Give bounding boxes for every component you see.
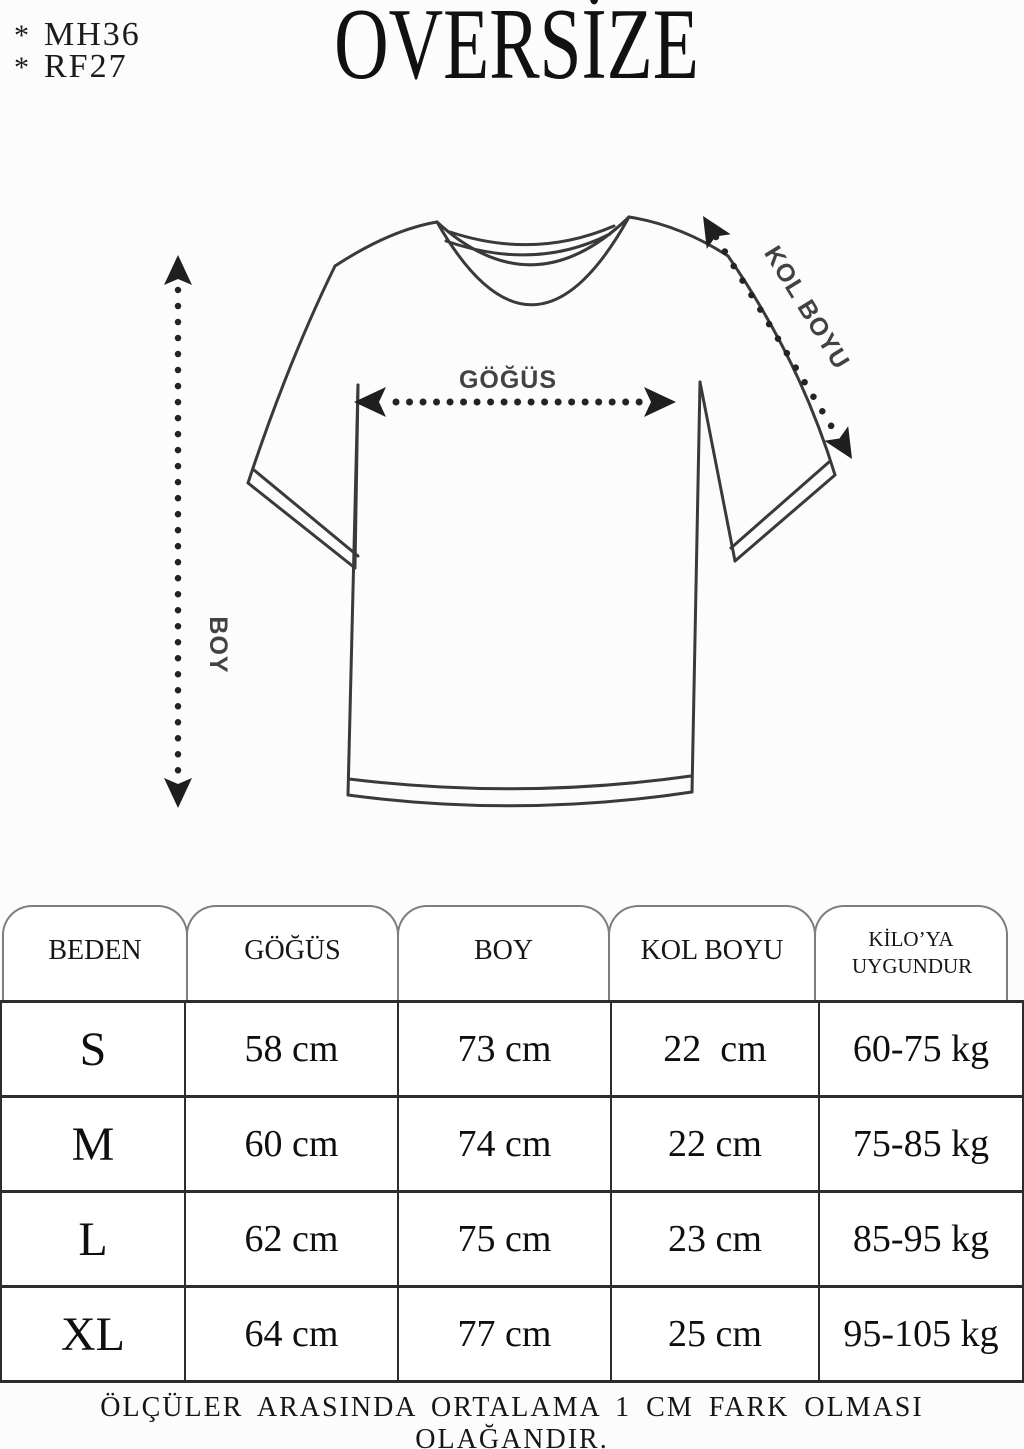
length-cell: 74 cm — [399, 1098, 612, 1190]
arrowhead-up-icon — [164, 255, 192, 285]
boy-length-arrow: BOY — [164, 255, 232, 808]
chest-cell: 60 cm — [186, 1098, 399, 1190]
arrowhead-right-icon — [644, 387, 676, 417]
asterisk-bullet: * — [14, 51, 29, 84]
column-header: BOY — [473, 934, 534, 966]
tshirt-measurement-diagram: BOY GÖĞÜS KOL BOYU — [164, 215, 855, 808]
weight-cell: 85-95 kg — [820, 1193, 1024, 1285]
sleeve-cell: 25 cm — [612, 1288, 820, 1380]
arrowhead-downright-icon — [824, 426, 852, 459]
chest-cell: 58 cm — [186, 1003, 399, 1095]
length-cell: 77 cm — [399, 1288, 612, 1380]
product-code-row: * MH36 — [14, 16, 141, 53]
column-header: GÖĞÜS — [244, 934, 341, 966]
product-code-row: * RF27 — [14, 48, 141, 85]
sleeve-cell: 22 cm — [612, 1003, 820, 1095]
header-tab-beden: BEDEN — [2, 905, 188, 1000]
table-row-l: L 62 cm 75 cm 23 cm 85-95 kg — [0, 1193, 1024, 1288]
column-header: KİLO’YA UYGUNDUR — [852, 927, 973, 978]
arrowhead-upleft-icon — [703, 216, 731, 249]
tshirt-outline — [246, 215, 837, 808]
weight-cell: 60-75 kg — [820, 1003, 1024, 1095]
length-cell: 73 cm — [399, 1003, 612, 1095]
sleeve-cell: 23 cm — [612, 1193, 820, 1285]
title-wrap: OVERSİZE — [8, 0, 1024, 98]
sleeve-cell: 22 cm — [612, 1098, 820, 1190]
table-row-xl: XL 64 cm 77 cm 25 cm 95-105 kg — [0, 1288, 1024, 1383]
table-row-m: M 60 cm 74 cm 22 cm 75-85 kg — [0, 1098, 1024, 1193]
table-row-s: S 58 cm 73 cm 22 cm 60-75 kg — [0, 1003, 1024, 1098]
size-cell: S — [0, 1003, 186, 1095]
chest-cell: 62 cm — [186, 1193, 399, 1285]
arrowhead-left-icon — [354, 387, 386, 417]
size-table-body: S 58 cm 73 cm 22 cm 60-75 kg M 60 cm 74 … — [0, 1003, 1024, 1383]
weight-cell: 75-85 kg — [820, 1098, 1024, 1190]
product-code: MH36 — [44, 16, 141, 53]
arrowhead-down-icon — [164, 778, 192, 808]
boy-label: BOY — [204, 616, 232, 673]
header-tab-boy: BOY — [397, 905, 610, 1000]
gogus-label: GÖĞÜS — [459, 365, 557, 394]
size-cell: M — [0, 1098, 186, 1190]
product-codes: * MH36 * RF27 — [14, 16, 141, 85]
header-tab-kol-boyu: KOL BOYU — [608, 905, 816, 1000]
page-title: OVERSİZE — [333, 0, 699, 101]
measurement-disclaimer: ÖLÇÜLER ARASINDA ORTALAMA 1 CM FARK OLMA… — [100, 1392, 924, 1449]
header-tab-kilo: KİLO’YA UYGUNDUR — [814, 905, 1008, 1000]
column-header: KOL BOYU — [640, 934, 784, 966]
size-table-header: BEDEN GÖĞÜS BOY KOL BOYU KİLO’YA UYGUNDU… — [0, 905, 1024, 1003]
chest-cell: 64 cm — [186, 1288, 399, 1380]
size-cell: L — [0, 1193, 186, 1285]
size-table: BEDEN GÖĞÜS BOY KOL BOYU KİLO’YA UYGUNDU… — [0, 905, 1024, 1383]
gogus-chest-arrow: GÖĞÜS — [354, 365, 676, 417]
size-cell: XL — [0, 1288, 186, 1380]
asterisk-bullet: * — [14, 19, 29, 52]
length-cell: 75 cm — [399, 1193, 612, 1285]
column-header: BEDEN — [48, 934, 142, 966]
weight-cell: 95-105 kg — [820, 1288, 1024, 1380]
product-code: RF27 — [44, 48, 128, 85]
kol-boyu-sleeve-arrow: KOL BOYU — [703, 216, 855, 459]
kol-boyu-label: KOL BOYU — [758, 241, 855, 374]
header-tab-gogus: GÖĞÜS — [186, 905, 399, 1000]
